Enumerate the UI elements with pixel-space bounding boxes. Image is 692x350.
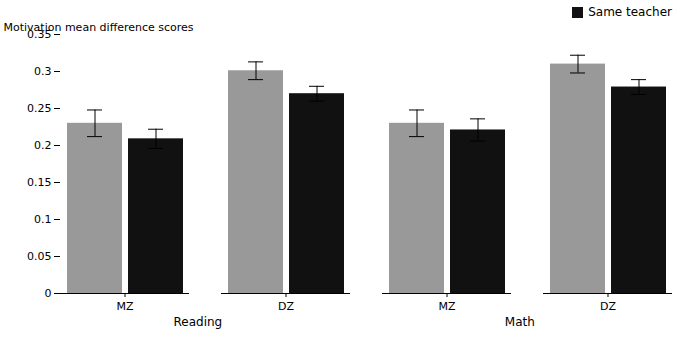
svg-text:0.1: 0.1 xyxy=(34,213,52,226)
svg-text:Math: Math xyxy=(505,315,535,329)
svg-text:MZ: MZ xyxy=(438,300,455,313)
svg-text:DZ: DZ xyxy=(600,300,616,313)
svg-text:0.2: 0.2 xyxy=(34,139,52,152)
svg-text:0.25: 0.25 xyxy=(27,102,52,115)
html-text:Same teacher: Same teacher xyxy=(588,5,672,19)
svg-text:0.3: 0.3 xyxy=(34,65,52,78)
svg-text:DZ: DZ xyxy=(278,300,294,313)
svg-text:MZ: MZ xyxy=(116,300,133,313)
svg-text:0: 0 xyxy=(45,287,52,300)
svg-text:0.15: 0.15 xyxy=(27,176,52,189)
svg-text:0.05: 0.05 xyxy=(27,250,52,263)
svg-text:Motivation mean difference sco: Motivation mean difference scores xyxy=(4,21,194,34)
svg-text:0.35: 0.35 xyxy=(27,28,52,41)
svg-text:Reading: Reading xyxy=(173,315,222,329)
